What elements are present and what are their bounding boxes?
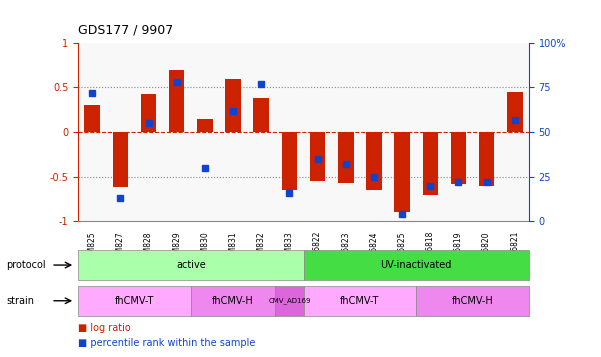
Bar [254,98,269,132]
Text: ■ log ratio: ■ log ratio [78,323,131,333]
Bar [507,92,522,132]
Text: active: active [176,260,206,270]
Text: fhCMV-H: fhCMV-H [212,296,254,306]
Text: GDS177 / 9907: GDS177 / 9907 [78,23,173,36]
Bar [310,132,325,181]
Bar [394,132,410,212]
Bar [85,105,100,132]
Bar [197,119,213,132]
Bar [169,70,185,132]
Text: CMV_AD169: CMV_AD169 [268,297,311,304]
Bar [479,132,495,186]
Bar [112,132,128,187]
Bar [423,132,438,195]
Text: fhCMV-T: fhCMV-T [340,296,380,306]
Bar [338,132,353,183]
Bar [141,94,156,132]
Text: fhCMV-H: fhCMV-H [452,296,493,306]
Text: ■ percentile rank within the sample: ■ percentile rank within the sample [78,338,255,348]
Bar [451,132,466,184]
Bar [282,132,297,190]
Text: protocol: protocol [6,260,46,270]
Text: fhCMV-T: fhCMV-T [115,296,154,306]
Text: UV-inactivated: UV-inactivated [380,260,452,270]
Bar [225,79,241,132]
Text: strain: strain [6,296,34,306]
Bar [366,132,382,190]
